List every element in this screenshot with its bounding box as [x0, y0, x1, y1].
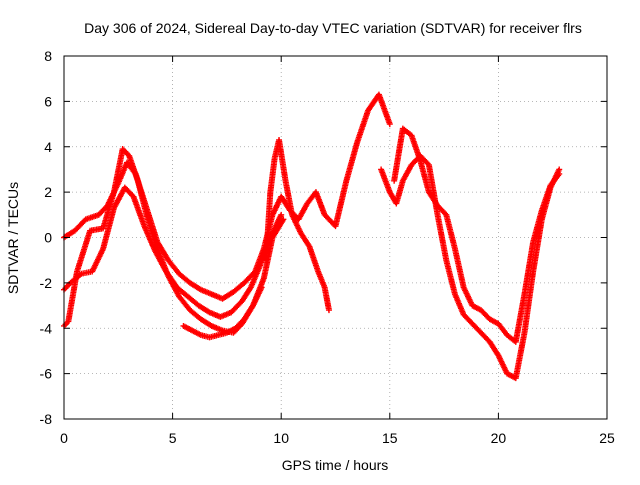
data-point	[280, 216, 287, 223]
chart-title: Day 306 of 2024, Sidereal Day-to-day VTE…	[84, 20, 582, 36]
series-track-e	[262, 136, 332, 314]
y-tick-label: 4	[44, 139, 52, 155]
y-tick-label: 2	[44, 184, 52, 200]
x-tick-label: 0	[60, 430, 68, 446]
data-point	[386, 121, 393, 128]
y-axis-label: SDTVAR / TECUs	[5, 182, 21, 294]
x-tick-label: 5	[169, 430, 177, 446]
y-tick-label: -8	[40, 411, 53, 427]
y-tick-label: -6	[40, 366, 53, 382]
data-points	[61, 91, 563, 382]
x-tick-label: 15	[382, 430, 398, 446]
y-tick-label: 8	[44, 48, 52, 64]
y-tick-label: 6	[44, 93, 52, 109]
data-point	[258, 284, 265, 291]
y-tick-label: 0	[44, 230, 52, 246]
x-axis-label: GPS time / hours	[282, 457, 389, 473]
data-point	[325, 307, 332, 314]
axis-ticks: 0 5 10 15 20 25 -8 -6 -4 -2 0 2 4 6 8	[40, 48, 615, 446]
x-tick-label: 10	[273, 430, 289, 446]
data-point	[556, 170, 563, 177]
series-track-g	[391, 125, 563, 345]
y-tick-label: -4	[40, 320, 53, 336]
x-tick-label: 25	[599, 430, 615, 446]
data-point	[278, 211, 285, 218]
series-track-d	[180, 284, 265, 341]
x-tick-label: 20	[491, 430, 507, 446]
y-tick-label: -2	[40, 275, 53, 291]
